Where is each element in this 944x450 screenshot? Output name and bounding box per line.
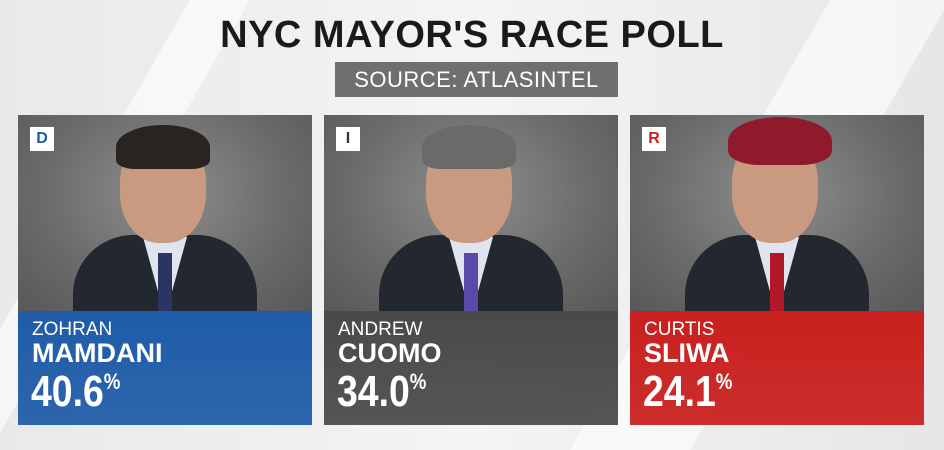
- party-badge: R: [642, 127, 666, 151]
- candidate-card: D ZOHRAN MAMDANI 40.6%: [18, 115, 312, 425]
- beret-icon: [728, 117, 832, 165]
- candidate-first-name: CURTIS: [644, 319, 715, 340]
- candidate-card: I ANDREW CUOMO 34.0%: [324, 115, 618, 425]
- percent-sign: %: [103, 369, 121, 394]
- hair: [116, 125, 210, 169]
- tie: [464, 253, 478, 311]
- party-badge: D: [30, 127, 54, 151]
- candidate-last-name: CUOMO: [338, 338, 442, 368]
- percentage-value: 34.0: [337, 367, 410, 416]
- tie: [770, 253, 784, 311]
- percent-sign: %: [715, 369, 733, 394]
- candidate-percentage: 40.6%: [31, 367, 120, 417]
- candidate-percentage: 24.1%: [643, 367, 732, 417]
- percent-sign: %: [409, 369, 427, 394]
- candidate-first-name: ZOHRAN: [32, 319, 113, 340]
- candidate-photo: R: [630, 115, 924, 325]
- candidate-photo: I: [324, 115, 618, 325]
- tie: [158, 253, 172, 311]
- candidate-last-name: MAMDANI: [32, 338, 163, 368]
- candidate-last-name: SLIWA: [644, 338, 730, 368]
- candidate-percentage: 34.0%: [337, 367, 426, 417]
- candidate-first-name: ANDREW: [338, 319, 423, 340]
- percentage-value: 40.6: [31, 367, 104, 416]
- percentage-value: 24.1: [643, 367, 716, 416]
- candidate-card: R CURTIS SLIWA 24.1%: [630, 115, 924, 425]
- source-label: SOURCE: ATLASINTEL: [335, 62, 618, 97]
- candidate-panel: ANDREW CUOMO 34.0%: [324, 311, 618, 425]
- candidate-panel: ZOHRAN MAMDANI 40.6%: [18, 311, 312, 425]
- candidate-panel: CURTIS SLIWA 24.1%: [630, 311, 924, 425]
- hair: [422, 125, 516, 169]
- page-title: NYC MAYOR'S RACE POLL: [220, 14, 724, 56]
- candidate-photo: D: [18, 115, 312, 325]
- party-badge: I: [336, 127, 360, 151]
